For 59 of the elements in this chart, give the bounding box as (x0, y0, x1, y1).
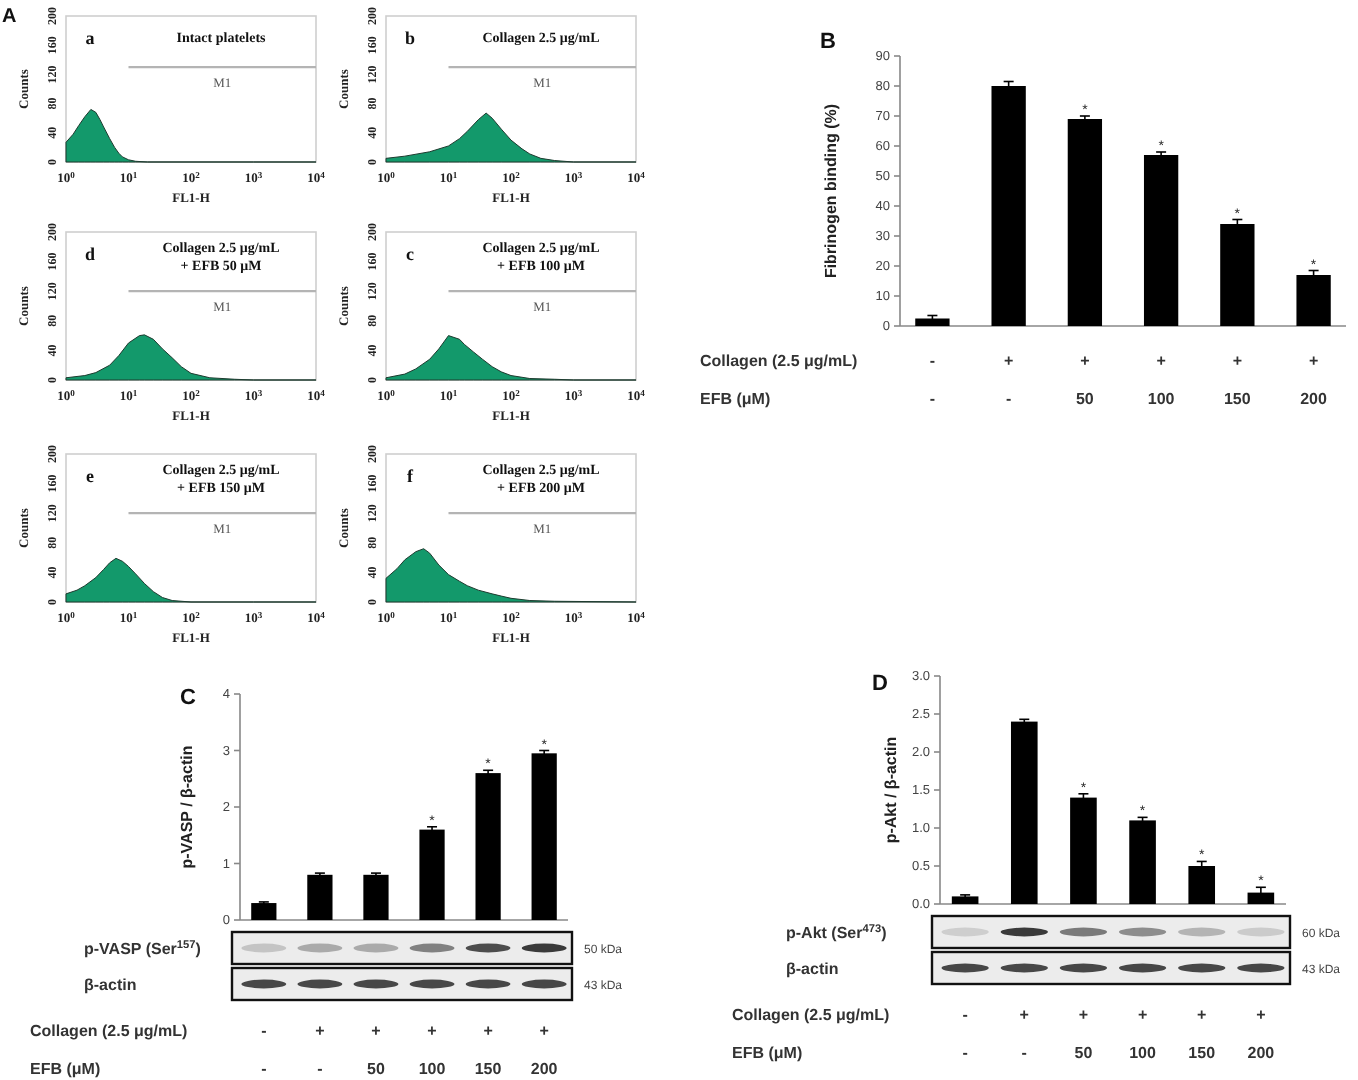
bar (251, 903, 277, 920)
category-label: + 100 (1129, 1006, 1156, 1062)
chart-title: B (820, 30, 837, 54)
text: EFB (μM) (732, 1044, 803, 1062)
category-label: + 50 (1075, 352, 1094, 408)
category-label: + - (1019, 1006, 1029, 1062)
bar (1247, 892, 1275, 904)
y-axis-title: Fibrinogen binding (%) (822, 103, 840, 279)
bar (1067, 119, 1103, 326)
bar (363, 874, 389, 920)
category-label: + 100 (1147, 352, 1175, 408)
annotation: a (85, 28, 96, 48)
text: Collagen (2.5 μg/mL) (732, 1006, 891, 1024)
text: EFB (μM) (700, 390, 771, 408)
category-label: - - (261, 1022, 267, 1078)
bar (1220, 224, 1255, 326)
bar (475, 773, 501, 920)
category-label: + - (315, 1022, 325, 1078)
annotation: e (86, 466, 94, 486)
text: p-Akt (Ser$^{473}$) (786, 924, 888, 942)
category-label: - - (962, 1006, 968, 1062)
bar (531, 753, 557, 920)
text: Collagen (2.5 μg/mL) (30, 1022, 189, 1040)
text: β-actin (786, 960, 839, 978)
text: Collagen (2.5 μg/mL) (700, 352, 859, 370)
bar (1296, 275, 1331, 326)
bar (419, 829, 445, 920)
category-label: + 150 (1224, 352, 1251, 408)
y-axis-title: p-VASP / β-actin (178, 745, 196, 869)
text: β-actin (84, 976, 137, 994)
bar (915, 318, 950, 326)
bar (951, 896, 979, 904)
chart-title: D (872, 672, 889, 696)
category-label: + 150 (1188, 1006, 1216, 1062)
category-label: + 200 (1300, 352, 1327, 408)
category-label: + 200 (530, 1022, 558, 1078)
bar (1129, 820, 1156, 904)
category-label: + - (1003, 352, 1014, 408)
bar (1010, 721, 1038, 904)
bar (1143, 155, 1179, 326)
category-label: + 150 (474, 1022, 502, 1078)
annotation: d (84, 244, 96, 264)
annotation: f (407, 466, 415, 486)
chart-title: C (180, 686, 197, 710)
bar (1188, 866, 1216, 904)
category-label: + 50 (367, 1022, 385, 1078)
bar (1070, 797, 1097, 904)
y-axis-title: p-Akt / β-actin (882, 736, 900, 844)
category-label: - - (929, 352, 936, 408)
category-label: + 200 (1247, 1006, 1275, 1062)
bar (991, 86, 1026, 326)
text: p-VASP (Ser$^{157}$) (84, 940, 202, 958)
bar (307, 874, 333, 920)
category-label: + 50 (1074, 1006, 1093, 1062)
category-label: + 100 (418, 1022, 446, 1078)
annotation: c (406, 244, 414, 264)
text: A (2, 6, 17, 28)
annotation: b (404, 28, 416, 48)
text: EFB (μM) (30, 1060, 101, 1078)
